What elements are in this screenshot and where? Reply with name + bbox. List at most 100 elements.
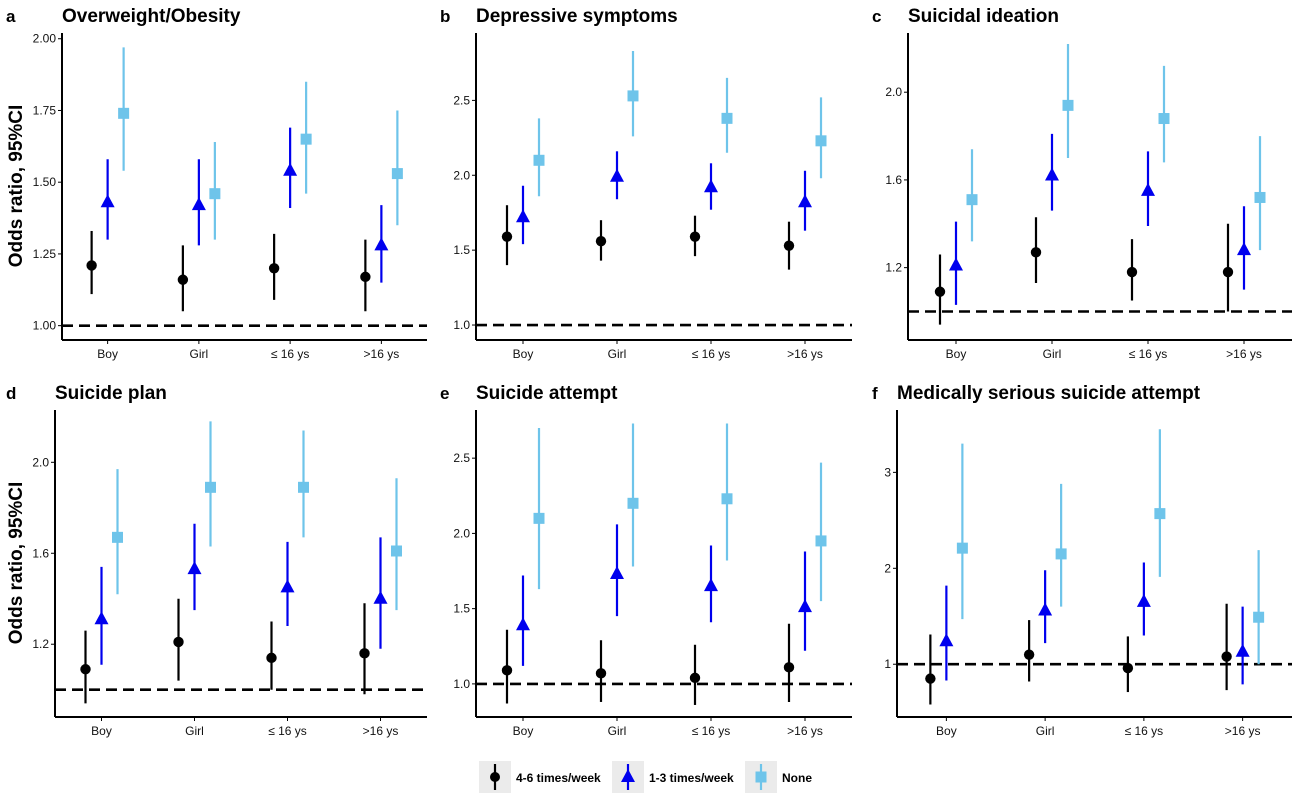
series-triangle <box>516 151 812 245</box>
x-tick-label: ≤ 16 ys <box>271 347 310 361</box>
point-square <box>209 188 221 200</box>
point-circle <box>177 274 189 285</box>
panel-d: d Suicide plan 1.2 1.6 2.0 Boy Girl ≤ 16 ys >16 … <box>6 383 427 738</box>
point-circle <box>173 636 184 648</box>
series-circle <box>501 623 795 705</box>
point-triangle <box>1141 182 1155 196</box>
y-tick-label: 1.5 <box>453 602 470 616</box>
series-triangle <box>94 523 388 665</box>
point-square <box>721 493 733 505</box>
x-tick-label: Girl <box>1036 724 1055 738</box>
x-tick-label: Girl <box>190 347 209 361</box>
point-circle <box>689 231 701 242</box>
point-triangle <box>187 561 202 575</box>
point-square <box>627 90 639 102</box>
point-triangle <box>94 611 109 625</box>
point-square <box>1062 99 1074 111</box>
legend-key-triangle <box>621 769 635 782</box>
series-triangle <box>939 562 1250 685</box>
point-square <box>118 107 130 119</box>
panel-title: Depressive symptoms <box>476 6 678 27</box>
panel-letter: c <box>872 7 881 26</box>
y-tick-label: 1.2 <box>32 637 49 651</box>
x-tick-label: ≤ 16 ys <box>1125 724 1164 738</box>
point-triangle <box>1038 602 1053 616</box>
point-circle <box>1023 649 1035 660</box>
x-tick-label: Boy <box>91 724 112 738</box>
point-square <box>205 481 216 493</box>
x-tick-label: ≤ 16 ys <box>692 724 731 738</box>
panel-a: a Overweight/Obesity 1.00 1.25 1.50 1.75 2.00 B… <box>6 6 427 361</box>
point-square <box>815 135 827 147</box>
x-tick-label: Girl <box>185 724 204 738</box>
y-tick-label: 1.6 <box>32 546 49 560</box>
y-tick-label: 1.0 <box>453 677 470 691</box>
y-tick-label: 1.75 <box>33 103 57 117</box>
y-tick-label: 1.6 <box>885 173 902 187</box>
point-square <box>627 497 639 509</box>
series-triangle <box>949 133 1251 305</box>
y-tick-label: 2.0 <box>453 526 470 540</box>
x-tick-label: ≤ 16 ys <box>1129 347 1168 361</box>
panel-title: Suicide attempt <box>476 383 618 404</box>
legend-item-circle: 4-6 times/week <box>479 761 601 793</box>
panel-c: c Suicidal ideation 1.2 1.6 2.0 Boy Girl ≤ 16 y… <box>872 6 1292 361</box>
panel-e: e Suicide attempt 1.0 1.5 2.0 2.5 Boy Girl ≤ 16 … <box>440 383 852 738</box>
x-tick-label: ≤ 16 ys <box>692 347 731 361</box>
x-tick-label: >16 ys <box>787 347 823 361</box>
panel-title: Suicidal ideation <box>908 6 1059 27</box>
point-circle <box>1122 662 1134 674</box>
series-circle <box>501 205 795 270</box>
point-triangle <box>949 257 963 271</box>
point-triangle <box>373 590 388 604</box>
point-circle <box>501 665 513 676</box>
point-circle <box>360 271 371 283</box>
point-square <box>1154 508 1166 520</box>
point-circle <box>1126 266 1138 278</box>
point-triangle <box>280 579 295 593</box>
series-circle <box>925 603 1232 705</box>
y-tick-label: 2.0 <box>32 455 49 469</box>
point-square <box>1055 548 1067 560</box>
point-square <box>1254 191 1266 203</box>
legend-item-square: None <box>745 761 812 793</box>
point-circle <box>925 673 936 684</box>
x-tick-label: Boy <box>97 347 118 361</box>
point-triangle <box>516 209 530 223</box>
legend: 4-6 times/week 1-3 times/week None <box>479 761 812 793</box>
y-tick-label: 1.25 <box>33 247 57 261</box>
point-circle <box>1221 651 1232 662</box>
point-square <box>1253 611 1265 623</box>
point-triangle <box>939 633 954 647</box>
point-square <box>815 535 827 547</box>
y-tick-label: 2 <box>884 561 891 575</box>
point-triangle <box>1235 643 1250 657</box>
legend-label: 1-3 times/week <box>649 771 734 785</box>
x-tick-label: Girl <box>608 724 627 738</box>
y-tick-label: 2.5 <box>453 93 470 107</box>
series-square <box>956 429 1265 665</box>
y-tick-label: 1.2 <box>885 261 902 275</box>
point-triangle <box>704 179 718 193</box>
y-tick-label: 1.5 <box>453 243 470 257</box>
point-triangle <box>1237 242 1251 256</box>
point-square <box>533 154 545 166</box>
point-triangle <box>191 197 206 211</box>
point-square <box>391 545 402 557</box>
point-triangle <box>1136 593 1151 607</box>
point-circle <box>934 286 946 297</box>
point-triangle <box>374 237 389 251</box>
point-square <box>298 481 309 493</box>
y-tick-label: 2.0 <box>885 85 902 99</box>
panel-letter: b <box>440 7 450 26</box>
point-circle <box>595 235 607 247</box>
y-tick-label: 1.50 <box>33 175 57 189</box>
legend-key-square <box>755 771 767 783</box>
legend-label: 4-6 times/week <box>516 771 601 785</box>
x-tick-label: >16 ys <box>1225 724 1261 738</box>
panel-letter: d <box>6 384 16 403</box>
point-square <box>966 194 978 206</box>
x-tick-label: Boy <box>513 347 534 361</box>
panel-title: Medically serious suicide attempt <box>897 383 1201 404</box>
